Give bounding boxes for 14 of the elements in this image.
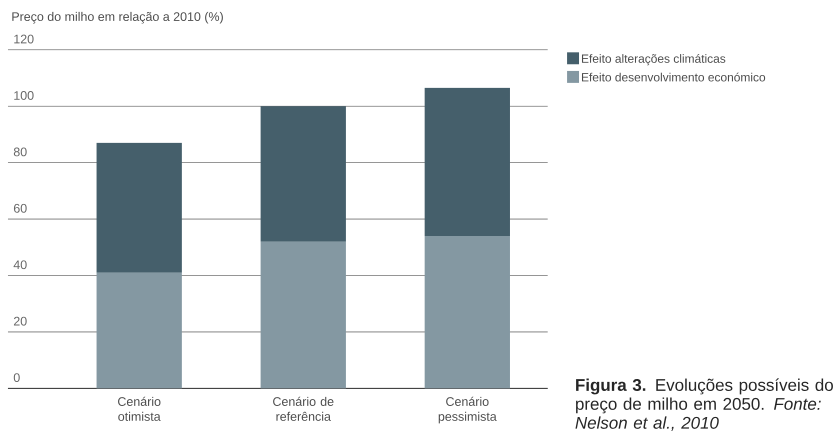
- y-tick-label: 0: [14, 373, 20, 382]
- legend-label: Efeito alterações climáticas: [582, 54, 726, 66]
- x-tick-label: Cenário de referência: [273, 396, 334, 421]
- legend-label: Efeito desenvolvimento económico: [582, 72, 766, 82]
- x-tick-label: Cenário otimista: [118, 396, 161, 421]
- y-tick-label: 40: [14, 260, 27, 270]
- y-tick-label: 100: [14, 90, 34, 100]
- y-tick-label: 80: [14, 147, 27, 156]
- y-axis-title: Preço do milho em relação a 2010 (%): [12, 12, 223, 24]
- text: Figura 3. Evoluções possíveis do preço de milho em 2050. Fonte: Nelson et al., 2010: [575, 378, 833, 431]
- y-tick-label: 20: [14, 316, 27, 326]
- y-tick-label: 60: [14, 204, 27, 213]
- y-tick-label: 120: [14, 34, 34, 44]
- x-tick-label: Cenário pessimista: [438, 396, 497, 424]
